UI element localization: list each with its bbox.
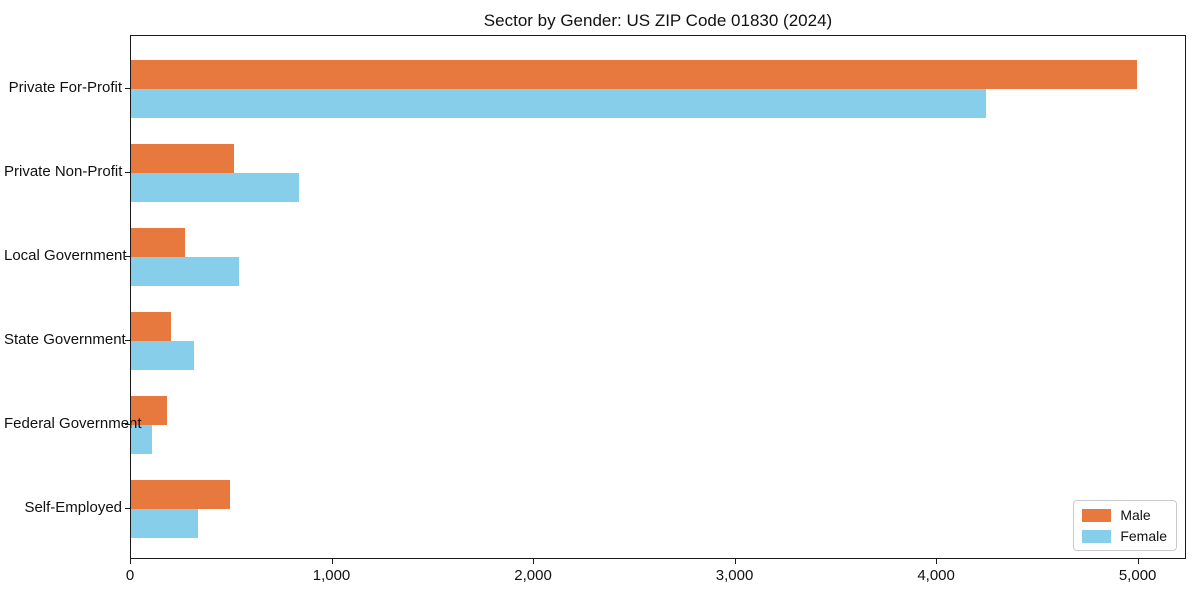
bar-female-private-for-profit [131,89,986,118]
x-tick-mark [1137,559,1140,564]
x-tick-label: 3,000 [715,567,754,584]
bar-male-private-non-profit [131,144,234,173]
bar-female-federal-government [131,425,153,454]
bar-female-state-government [131,341,194,370]
x-tick-mark [936,559,938,564]
bar-male-self-employed [131,480,230,509]
legend-label-male: Male [1120,507,1151,523]
x-tick-mark [734,559,736,564]
y-tick-mark [125,256,130,258]
y-tick-mark [125,172,130,174]
legend-item-male: Male [1082,507,1167,523]
bar-female-local-government [131,257,239,286]
bar-female-private-non-profit [131,173,300,202]
y-tick-mark [125,88,130,90]
legend: Male Female [1073,500,1177,551]
x-tick-mark [130,559,132,564]
y-tick-mark [125,424,130,426]
bar-male-private-for-profit [131,60,1137,89]
bar-male-local-government [131,228,186,257]
legend-item-female: Female [1082,528,1167,544]
category-label-self-employed: Self-Employed [24,499,122,516]
category-label-state-government: State Government [4,331,126,348]
x-tick-label: 5,000 [1118,567,1157,584]
y-tick-mark [125,340,130,342]
x-tick-label: 1,000 [312,567,351,584]
x-tick-mark [533,559,535,564]
legend-swatch-male-icon [1082,508,1112,522]
bar-female-self-employed [131,509,198,538]
bar-male-federal-government [131,396,167,425]
bar-male-state-government [131,312,172,341]
x-tick-label: 0 [125,567,135,584]
plot-area: Male Female [130,35,1186,559]
category-label-private-non-profit: Private Non-Profit [4,163,123,180]
x-tick-label: 2,000 [514,567,552,584]
category-label-local-government: Local Government [4,247,127,264]
chart-title: Sector by Gender: US ZIP Code 01830 (202… [483,11,833,30]
y-tick-mark [125,508,130,510]
legend-swatch-female-icon [1082,529,1112,543]
legend-label-female: Female [1120,528,1167,544]
x-tick-label: 4,000 [917,567,955,584]
x-tick-mark [331,559,333,564]
category-label-private-for-profit: Private For-Profit [8,79,122,96]
category-label-federal-government: Federal Government [4,415,142,432]
